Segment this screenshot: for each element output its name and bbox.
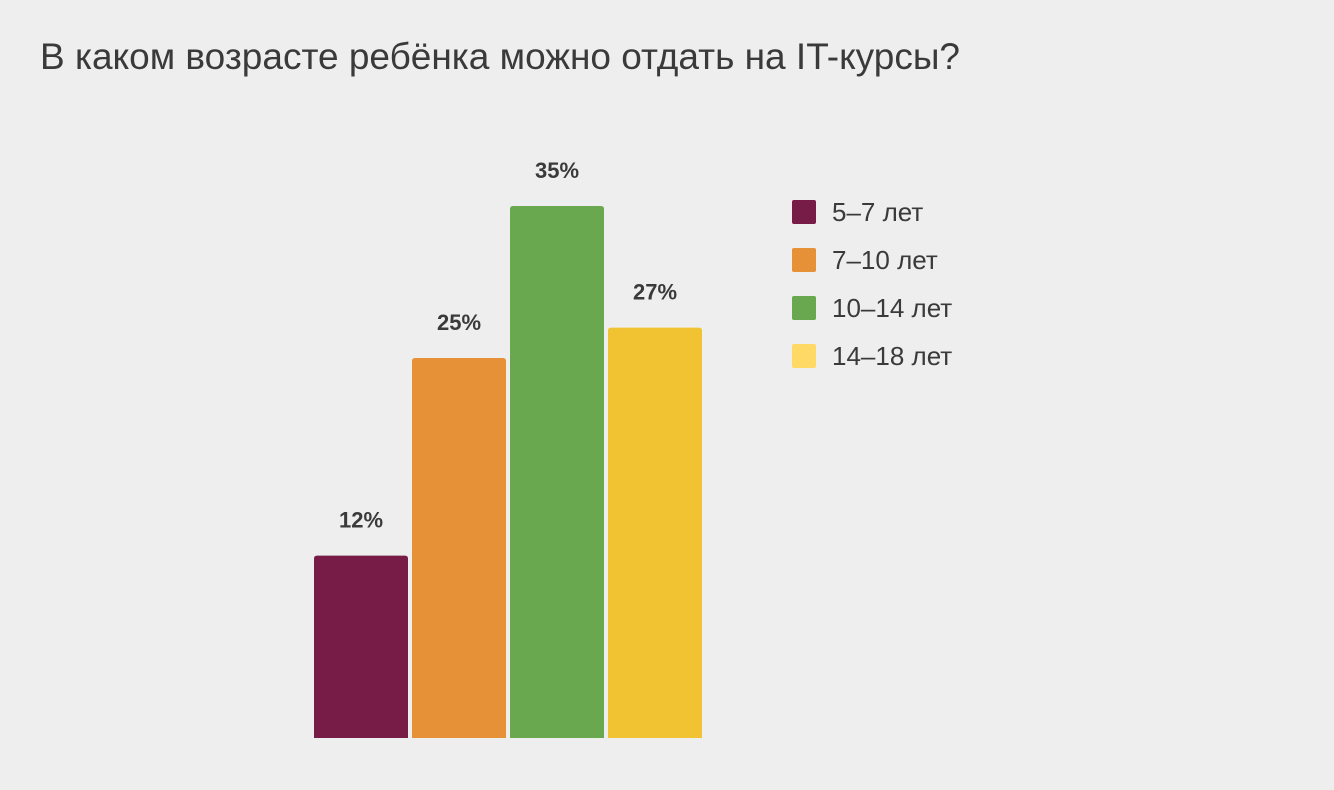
legend-item-4: 14–18 лет <box>792 341 952 371</box>
bar-2 <box>412 358 506 738</box>
legend-item-2: 7–10 лет <box>792 245 952 275</box>
bar-4 <box>608 327 702 738</box>
data-label-2: 25% <box>437 310 481 335</box>
legend-label: 14–18 лет <box>832 340 953 371</box>
legend-label: 5–7 лет <box>832 196 924 227</box>
legend-label: 7–10 лет <box>832 244 938 275</box>
chart-title: В каком возрасте ребёнка можно отдать на… <box>40 36 961 77</box>
chart-legend: 5–7 лет 7–10 лет 10–14 лет 14–18 лет <box>792 197 952 392</box>
bar-3 <box>510 206 604 738</box>
data-label-1: 12% <box>339 508 383 533</box>
bar-1 <box>314 555 408 738</box>
legend-swatch <box>792 344 816 368</box>
legend-item-1: 5–7 лет <box>792 197 952 227</box>
data-label-4: 27% <box>633 280 677 305</box>
legend-swatch <box>792 296 816 320</box>
legend-swatch <box>792 200 816 224</box>
data-label-3: 35% <box>535 158 579 183</box>
legend-swatch <box>792 248 816 272</box>
legend-label: 10–14 лет <box>832 292 953 323</box>
legend-item-3: 10–14 лет <box>792 293 952 323</box>
